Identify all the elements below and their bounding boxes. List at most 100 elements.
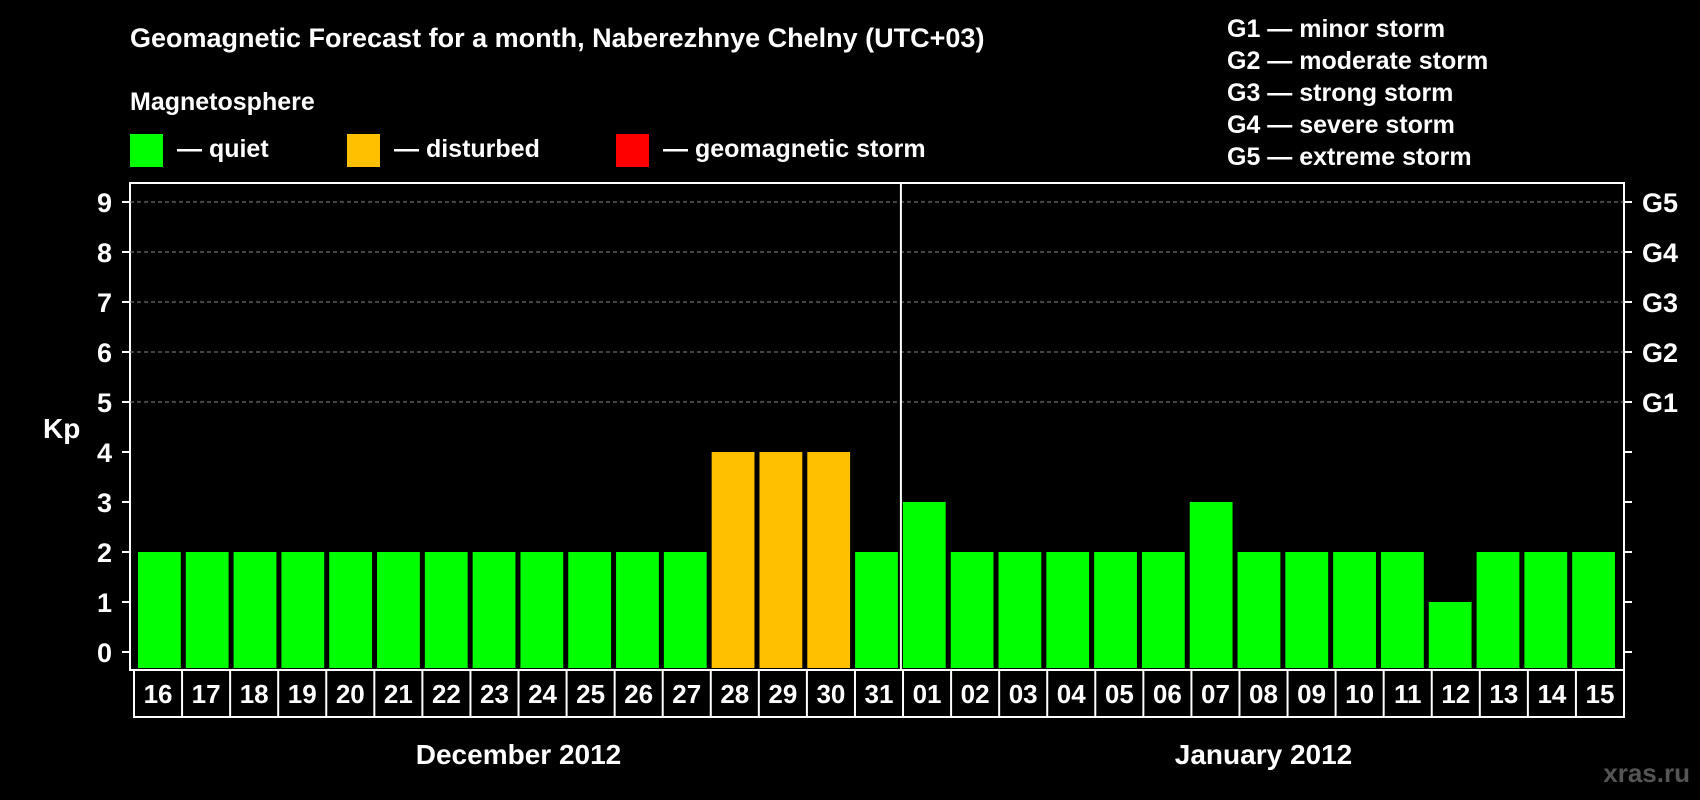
x-tick-label: 21	[384, 679, 413, 709]
legend-swatch-quiet	[130, 134, 163, 167]
bar-1	[138, 552, 181, 668]
y-tick-label: 0	[97, 638, 112, 668]
y-tick-label: 7	[97, 288, 112, 318]
bar-12	[663, 552, 707, 668]
y-tick-label: 8	[97, 238, 112, 268]
bar-23	[1189, 502, 1233, 668]
bar-10	[568, 552, 612, 668]
x-tick-label: 13	[1489, 679, 1518, 709]
bar-24	[1237, 552, 1281, 668]
x-tick-label: 08	[1249, 679, 1278, 709]
bar-15	[807, 452, 851, 668]
legend: — quiet — disturbed — geomagnetic storm	[130, 134, 926, 167]
storm-scale-item: G4 — severe storm	[1227, 111, 1455, 139]
y-tick-label: 9	[97, 188, 112, 218]
watermark: xras.ru	[1603, 758, 1690, 788]
chart-header: Geomagnetic Forecast for a month, Nabere…	[130, 23, 984, 116]
bar-7	[424, 552, 468, 668]
bar-3	[233, 552, 277, 668]
bar-26	[1333, 552, 1376, 668]
y-tick-label: 6	[97, 338, 112, 368]
x-tick-label: 29	[768, 679, 797, 709]
bar-11	[616, 552, 659, 668]
y-tick-label: 5	[97, 388, 112, 418]
date-row-frame	[133, 669, 1625, 718]
x-tick-label: 07	[1201, 679, 1230, 709]
bar-6	[377, 552, 420, 668]
bar-25	[1285, 552, 1329, 668]
x-tick-label: 27	[672, 679, 701, 709]
y-tick-label: 2	[97, 538, 112, 568]
x-tick-label: 23	[480, 679, 509, 709]
bar-29	[1476, 552, 1520, 668]
y-tick-label: 4	[97, 438, 112, 468]
bar-16	[855, 552, 898, 668]
x-tick-label: 10	[1345, 679, 1374, 709]
right-axis-label-g3: G3	[1642, 288, 1678, 318]
x-tick-label: 14	[1537, 679, 1566, 709]
bar-22	[1141, 552, 1185, 668]
x-tick-label: 15	[1586, 679, 1615, 709]
storm-scale-item: G1 — minor storm	[1227, 15, 1445, 43]
right-axis-label-g4: G4	[1642, 238, 1678, 268]
x-tick-label: 19	[288, 679, 317, 709]
x-tick-label: 17	[192, 679, 221, 709]
right-axis-label-g1: G1	[1642, 388, 1678, 418]
bar-8	[472, 552, 516, 668]
x-tick-label: 31	[865, 679, 894, 709]
legend-label-storm: — geomagnetic storm	[663, 135, 926, 163]
bar-13	[711, 452, 755, 668]
bar-31	[1572, 552, 1615, 668]
bar-19	[998, 552, 1042, 668]
legend-label-disturbed: — disturbed	[394, 135, 540, 163]
legend-swatch-disturbed	[347, 134, 380, 167]
legend-title: Magnetosphere	[130, 88, 315, 116]
month-label-2: January 2012	[1175, 739, 1352, 770]
x-tick-label: 06	[1153, 679, 1182, 709]
y-axis-label: Kp	[43, 413, 80, 444]
x-tick-label: 25	[576, 679, 605, 709]
x-tick-label: 22	[432, 679, 461, 709]
bar-2	[185, 552, 229, 668]
legend-swatch-storm	[616, 134, 649, 167]
bar-17	[902, 502, 946, 668]
storm-scale-item: G3 — strong storm	[1227, 79, 1453, 107]
x-tick-label: 11	[1394, 679, 1422, 709]
y-tick-label: 3	[97, 488, 112, 518]
bar-21	[1094, 552, 1137, 668]
right-axis-label-g2: G2	[1642, 338, 1678, 368]
chart-title: Geomagnetic Forecast for a month, Nabere…	[130, 23, 984, 53]
bar-18	[950, 552, 994, 668]
bar-9	[520, 552, 564, 668]
x-tick-label: 20	[336, 679, 365, 709]
bar-30	[1524, 552, 1568, 668]
x-tick-label: 04	[1057, 679, 1086, 709]
right-axis-label-g5: G5	[1642, 188, 1678, 218]
x-tick-label: 24	[528, 679, 557, 709]
bar-28	[1428, 602, 1472, 668]
x-tick-label: 28	[720, 679, 749, 709]
x-tick-label: 09	[1297, 679, 1326, 709]
storm-scale-item: G5 — extreme storm	[1227, 143, 1472, 171]
x-tick-label: 05	[1105, 679, 1134, 709]
bar-20	[1046, 552, 1090, 668]
x-tick-label: 30	[816, 679, 845, 709]
x-tick-label: 26	[624, 679, 653, 709]
x-tick-label: 02	[961, 679, 990, 709]
storm-scale-item: G2 — moderate storm	[1227, 47, 1488, 75]
x-tick-label: 16	[144, 679, 173, 709]
bar-14	[759, 452, 803, 668]
legend-label-quiet: — quiet	[177, 135, 269, 163]
x-tick-label: 12	[1441, 679, 1470, 709]
x-tick-label: 03	[1009, 679, 1038, 709]
x-tick-label: 18	[240, 679, 269, 709]
bar-4	[281, 552, 325, 668]
month-label-1: December 2012	[416, 739, 621, 770]
storm-scale-list: G1 — minor storm G2 — moderate storm G3 — …	[1227, 15, 1488, 171]
x-tick-label: 01	[913, 679, 942, 709]
bar-27	[1380, 552, 1424, 668]
bar-5	[329, 552, 373, 668]
y-tick-label: 1	[97, 588, 112, 618]
